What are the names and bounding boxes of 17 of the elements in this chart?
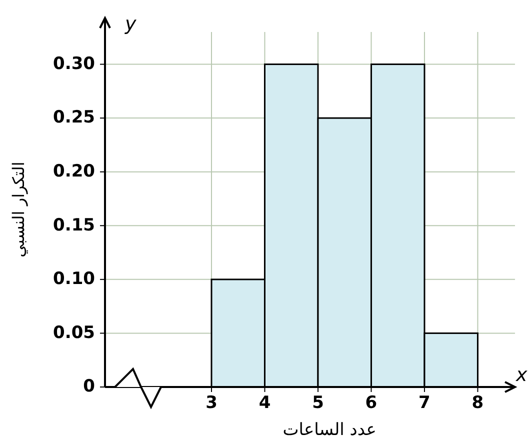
- x-tick-label: 5: [312, 393, 324, 413]
- x-axis-title: عدد الساعات: [282, 420, 376, 440]
- x-tick-label: 4: [258, 393, 271, 413]
- y-tick-label: 0.30: [53, 54, 96, 74]
- y-tick-label: 0.15: [53, 215, 95, 236]
- y-tick-label: 0: [83, 376, 96, 397]
- y-tick-label: 0.05: [53, 322, 95, 343]
- x-tick-label: 3: [206, 393, 218, 413]
- annotation: y: [124, 13, 137, 35]
- y-axis-title: التكرار النسبي: [9, 162, 28, 258]
- x-tick-label: 8: [472, 393, 484, 413]
- y-tick-label: 0.25: [53, 108, 95, 128]
- y-tick-label: 0.20: [53, 161, 96, 182]
- x-tick-label: 7: [418, 393, 430, 413]
- text: x: [515, 364, 528, 386]
- x-tick-label: 6: [365, 393, 378, 413]
- y-tick-label: 0.10: [53, 269, 96, 290]
